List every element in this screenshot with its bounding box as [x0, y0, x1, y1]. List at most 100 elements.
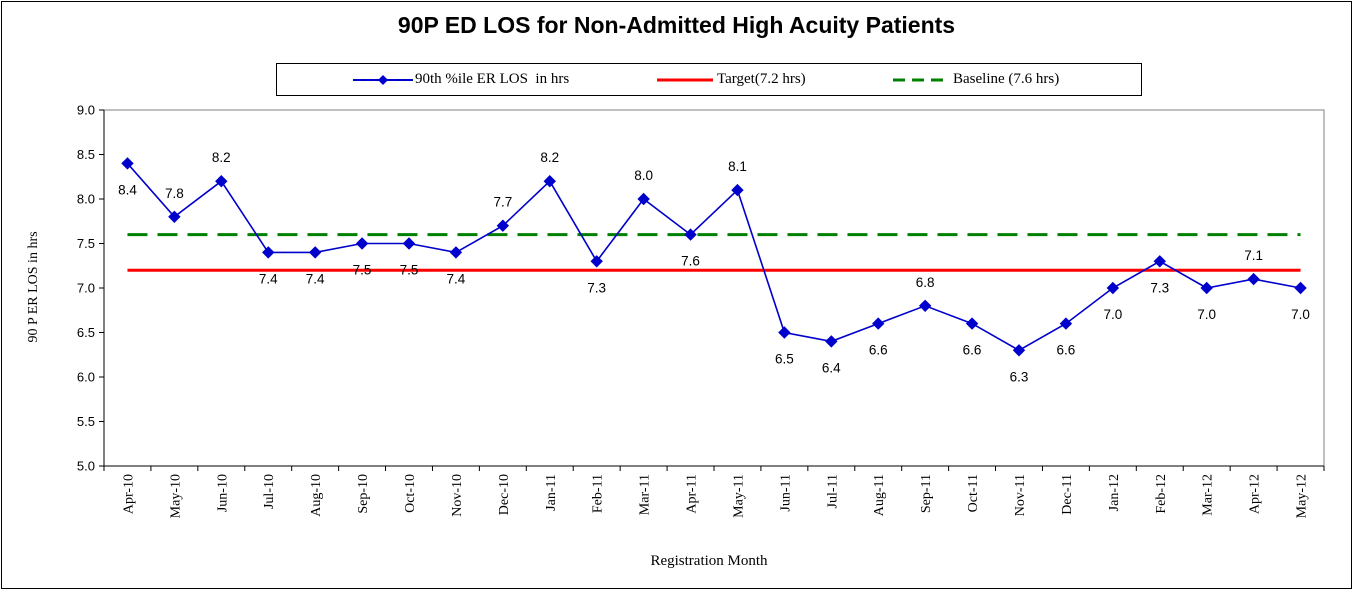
x-tick-label: May-11: [731, 474, 746, 518]
data-point: [121, 157, 134, 170]
x-tick-label: Nov-10: [450, 474, 465, 517]
x-tick-label: May-12: [1295, 474, 1310, 518]
x-tick-label: Dec-11: [1060, 474, 1075, 515]
data-point: [1012, 344, 1026, 357]
x-tick-label: Jul-10: [262, 474, 277, 509]
x-tick-label: Nov-11: [1013, 474, 1028, 516]
data-point: [1059, 317, 1073, 330]
data-label: 8.2: [540, 150, 559, 165]
y-tick-label: 6.5: [77, 325, 95, 340]
x-tick-label: Apr-11: [685, 474, 700, 514]
y-tick-label: 9.0: [77, 103, 95, 118]
data-label: 7.6: [681, 254, 700, 269]
y-tick-label: 8.0: [77, 192, 95, 207]
data-label: 7.1: [1244, 248, 1263, 263]
data-point: [1106, 281, 1120, 295]
legend-swatch-baseline: [891, 73, 951, 87]
data-label: 6.3: [1010, 369, 1029, 384]
x-tick-label: Apr-12: [1248, 474, 1263, 514]
x-tick-label: Feb-11: [591, 474, 606, 513]
data-label: 6.6: [963, 343, 982, 358]
x-tick-label: Oct-10: [403, 474, 418, 513]
y-tick-label: 6.0: [77, 370, 95, 385]
data-point: [684, 228, 697, 241]
data-point: [543, 174, 556, 188]
data-point: [1247, 272, 1260, 286]
x-tick-label: Aug-10: [309, 474, 324, 517]
data-label: 6.4: [822, 360, 841, 375]
data-point: [262, 246, 275, 259]
legend-label-target: Target(7.2 hrs): [717, 71, 806, 87]
data-point: [825, 335, 838, 348]
x-tick-label: Jan-11: [544, 474, 559, 511]
data-label: 8.4: [118, 182, 137, 197]
data-label: 7.7: [493, 195, 512, 210]
data-label: 7.4: [306, 271, 325, 286]
chart-legend: 90th %ile ER LOS in hrs Target(7.2 hrs) …: [276, 63, 1142, 96]
data-label: 8.0: [634, 168, 653, 183]
data-point: [449, 246, 463, 259]
data-point: [1153, 255, 1166, 268]
data-point: [308, 246, 322, 259]
x-tick-label: Mar-11: [638, 474, 653, 515]
y-tick-label: 5.0: [77, 459, 95, 474]
data-point: [215, 174, 228, 188]
data-label: 7.0: [1197, 307, 1216, 322]
data-label: 7.3: [1150, 280, 1169, 295]
data-point: [590, 255, 603, 268]
plot-border: [103, 109, 1325, 467]
data-label: 7.4: [447, 271, 466, 286]
data-point: [918, 299, 932, 313]
data-label: 6.8: [916, 275, 935, 290]
x-tick-label: Jun-10: [215, 474, 230, 512]
y-tick-label: 5.5: [77, 414, 95, 429]
legend-item-baseline: Baseline (7.6 hrs): [891, 64, 1059, 95]
data-label: 7.4: [259, 271, 278, 286]
legend-swatch-los: [353, 73, 413, 87]
x-tick-label: Jan-12: [1107, 474, 1122, 511]
data-label: 7.5: [400, 263, 419, 278]
x-tick-label: May-10: [168, 474, 183, 518]
data-point: [1200, 281, 1213, 295]
data-point: [731, 183, 744, 197]
x-tick-label: Mar-12: [1201, 474, 1216, 516]
data-label: 6.6: [1057, 343, 1076, 358]
data-label: 7.8: [165, 186, 184, 201]
x-tick-label: Sep-11: [919, 474, 934, 513]
x-tick-label: Feb-12: [1154, 474, 1169, 514]
data-point: [402, 237, 416, 250]
legend-item-los: 90th %ile ER LOS in hrs: [353, 64, 569, 95]
legend-item-target: Target(7.2 hrs): [655, 64, 806, 95]
x-tick-label: Oct-11: [966, 474, 981, 512]
legend-label-los: 90th %ile ER LOS in hrs: [415, 71, 570, 87]
y-tick-label: 7.5: [77, 236, 95, 251]
chart-title: 90P ED LOS for Non-Admitted High Acuity …: [397, 12, 956, 38]
x-tick-label: Dec-10: [497, 474, 512, 515]
data-point: [778, 326, 791, 339]
data-point: [1294, 281, 1307, 295]
y-tick-label: 7.0: [77, 281, 95, 296]
data-label: 7.0: [1291, 307, 1310, 322]
x-axis-label: Registration Month: [650, 553, 768, 569]
data-point: [496, 219, 510, 232]
x-tick-label: Jul-11: [825, 474, 840, 508]
x-tick-label: Aug-11: [872, 474, 887, 516]
y-tick-label: 8.5: [77, 147, 95, 162]
x-tick-label: Apr-10: [121, 474, 136, 514]
data-point: [355, 237, 369, 250]
data-point: [637, 192, 650, 206]
data-label: 8.2: [212, 150, 231, 165]
data-label: 7.5: [353, 263, 372, 278]
data-label: 7.3: [587, 280, 606, 295]
data-point: [872, 317, 885, 330]
data-label: 8.1: [728, 159, 747, 174]
data-label: 6.6: [869, 343, 888, 358]
data-label: 7.0: [1103, 307, 1122, 322]
legend-label-baseline: Baseline (7.6 hrs): [953, 71, 1060, 87]
los-series-line: [126, 162, 1301, 352]
data-point: [168, 210, 181, 224]
x-tick-label: Jun-11: [778, 474, 793, 512]
